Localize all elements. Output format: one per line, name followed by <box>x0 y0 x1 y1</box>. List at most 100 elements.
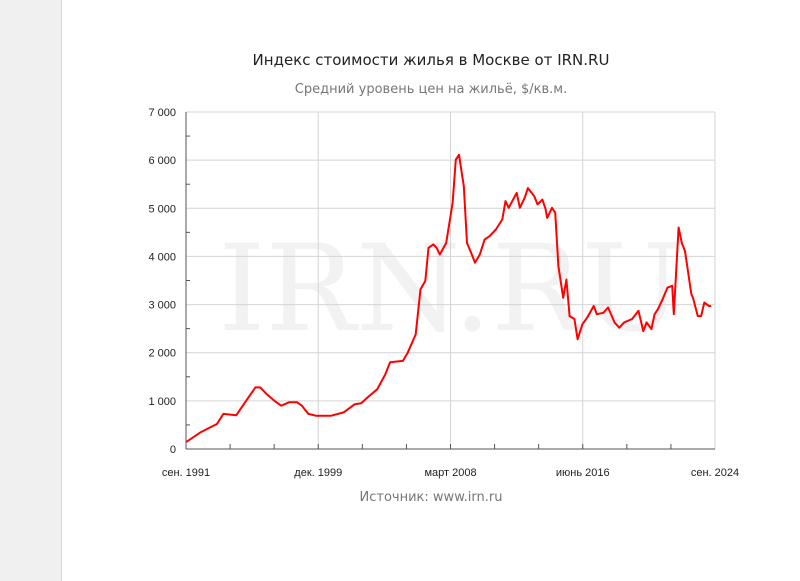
data-point <box>602 311 605 314</box>
data-point <box>666 286 669 289</box>
data-point <box>368 395 371 397</box>
data-point <box>618 326 621 329</box>
data-point <box>544 208 547 211</box>
data-point <box>435 246 438 249</box>
data-point <box>642 330 645 332</box>
data-point <box>474 261 476 264</box>
data-point <box>533 195 536 198</box>
data-point <box>301 404 303 407</box>
x-tick-label: дек. 1999 <box>294 467 342 479</box>
data-point <box>342 411 345 414</box>
data-point <box>479 253 481 256</box>
data-point <box>519 207 521 209</box>
data-point <box>376 388 379 391</box>
data-point <box>576 338 579 341</box>
data-point <box>586 316 589 319</box>
y-tick-label: 1 000 <box>148 396 176 408</box>
left-sidebar <box>0 0 62 581</box>
data-point <box>265 393 268 395</box>
data-point <box>296 401 298 404</box>
data-point <box>458 154 460 156</box>
data-point <box>690 293 693 296</box>
data-point <box>546 217 548 219</box>
data-point <box>551 207 553 209</box>
data-point <box>259 386 262 389</box>
data-point <box>708 305 710 307</box>
data-point <box>623 321 625 324</box>
data-point <box>402 360 404 362</box>
data-point <box>427 246 430 249</box>
data-point <box>384 373 387 376</box>
data-point <box>541 198 544 201</box>
data-point <box>471 253 473 256</box>
data-point <box>673 313 675 316</box>
data-point <box>288 401 290 404</box>
data-point <box>280 404 282 407</box>
data-point <box>613 321 616 324</box>
data-point <box>501 218 504 221</box>
y-tick-label: 5 000 <box>148 203 176 215</box>
y-tick-label: 3 000 <box>148 300 176 312</box>
data-point <box>631 318 633 320</box>
data-point <box>677 226 680 229</box>
data-point <box>273 400 276 402</box>
data-point <box>557 265 560 267</box>
data-point <box>419 288 422 290</box>
data-point <box>488 235 491 238</box>
data-point <box>554 211 556 214</box>
data-point <box>645 321 648 324</box>
data-point <box>438 253 441 256</box>
data-point <box>463 185 465 187</box>
y-tick-label: 0 <box>170 444 176 456</box>
data-point <box>671 284 673 287</box>
data-point <box>656 308 659 311</box>
data-point <box>568 315 571 317</box>
data-point <box>483 238 486 241</box>
y-tick-label: 2 000 <box>148 348 176 360</box>
data-point <box>432 243 435 246</box>
data-point <box>581 323 584 326</box>
data-point <box>661 298 664 301</box>
data-point <box>700 315 702 317</box>
data-point <box>653 313 656 316</box>
data-point <box>692 297 694 299</box>
data-point <box>523 196 526 199</box>
data-point <box>607 306 609 309</box>
data-point <box>185 440 188 443</box>
data-point <box>451 202 454 204</box>
data-point <box>703 301 706 304</box>
x-tick-label: июнь 2016 <box>556 467 610 479</box>
data-point <box>650 328 653 330</box>
data-point <box>536 203 539 206</box>
data-point <box>527 187 529 189</box>
chart-source: Источник: www.irn.ru <box>359 490 503 505</box>
data-point <box>424 280 427 282</box>
data-point <box>504 200 507 202</box>
chart-subtitle: Средний уровень цен на жильё, $/кв.м. <box>294 82 568 97</box>
data-point <box>307 413 310 415</box>
data-point <box>222 413 225 415</box>
y-tick-label: 6 000 <box>148 155 176 167</box>
data-point <box>637 310 640 312</box>
data-point <box>681 242 683 244</box>
data-point <box>235 414 237 417</box>
data-point <box>360 402 363 405</box>
data-point <box>329 414 332 417</box>
data-point <box>573 318 576 320</box>
data-point <box>254 386 257 389</box>
data-point <box>565 278 568 281</box>
data-point <box>684 250 686 252</box>
data-point <box>592 305 595 307</box>
data-point <box>216 423 218 425</box>
data-point <box>389 361 391 364</box>
x-tick-label: сен. 1991 <box>162 467 210 479</box>
data-point <box>315 414 318 417</box>
data-point <box>709 305 712 307</box>
chart-title: Индекс стоимости жилья в Москве от IRN.R… <box>252 51 610 69</box>
data-point <box>353 403 356 406</box>
data-point <box>406 351 409 354</box>
data-point <box>445 242 447 244</box>
data-point <box>454 158 457 161</box>
data-point <box>200 431 202 433</box>
